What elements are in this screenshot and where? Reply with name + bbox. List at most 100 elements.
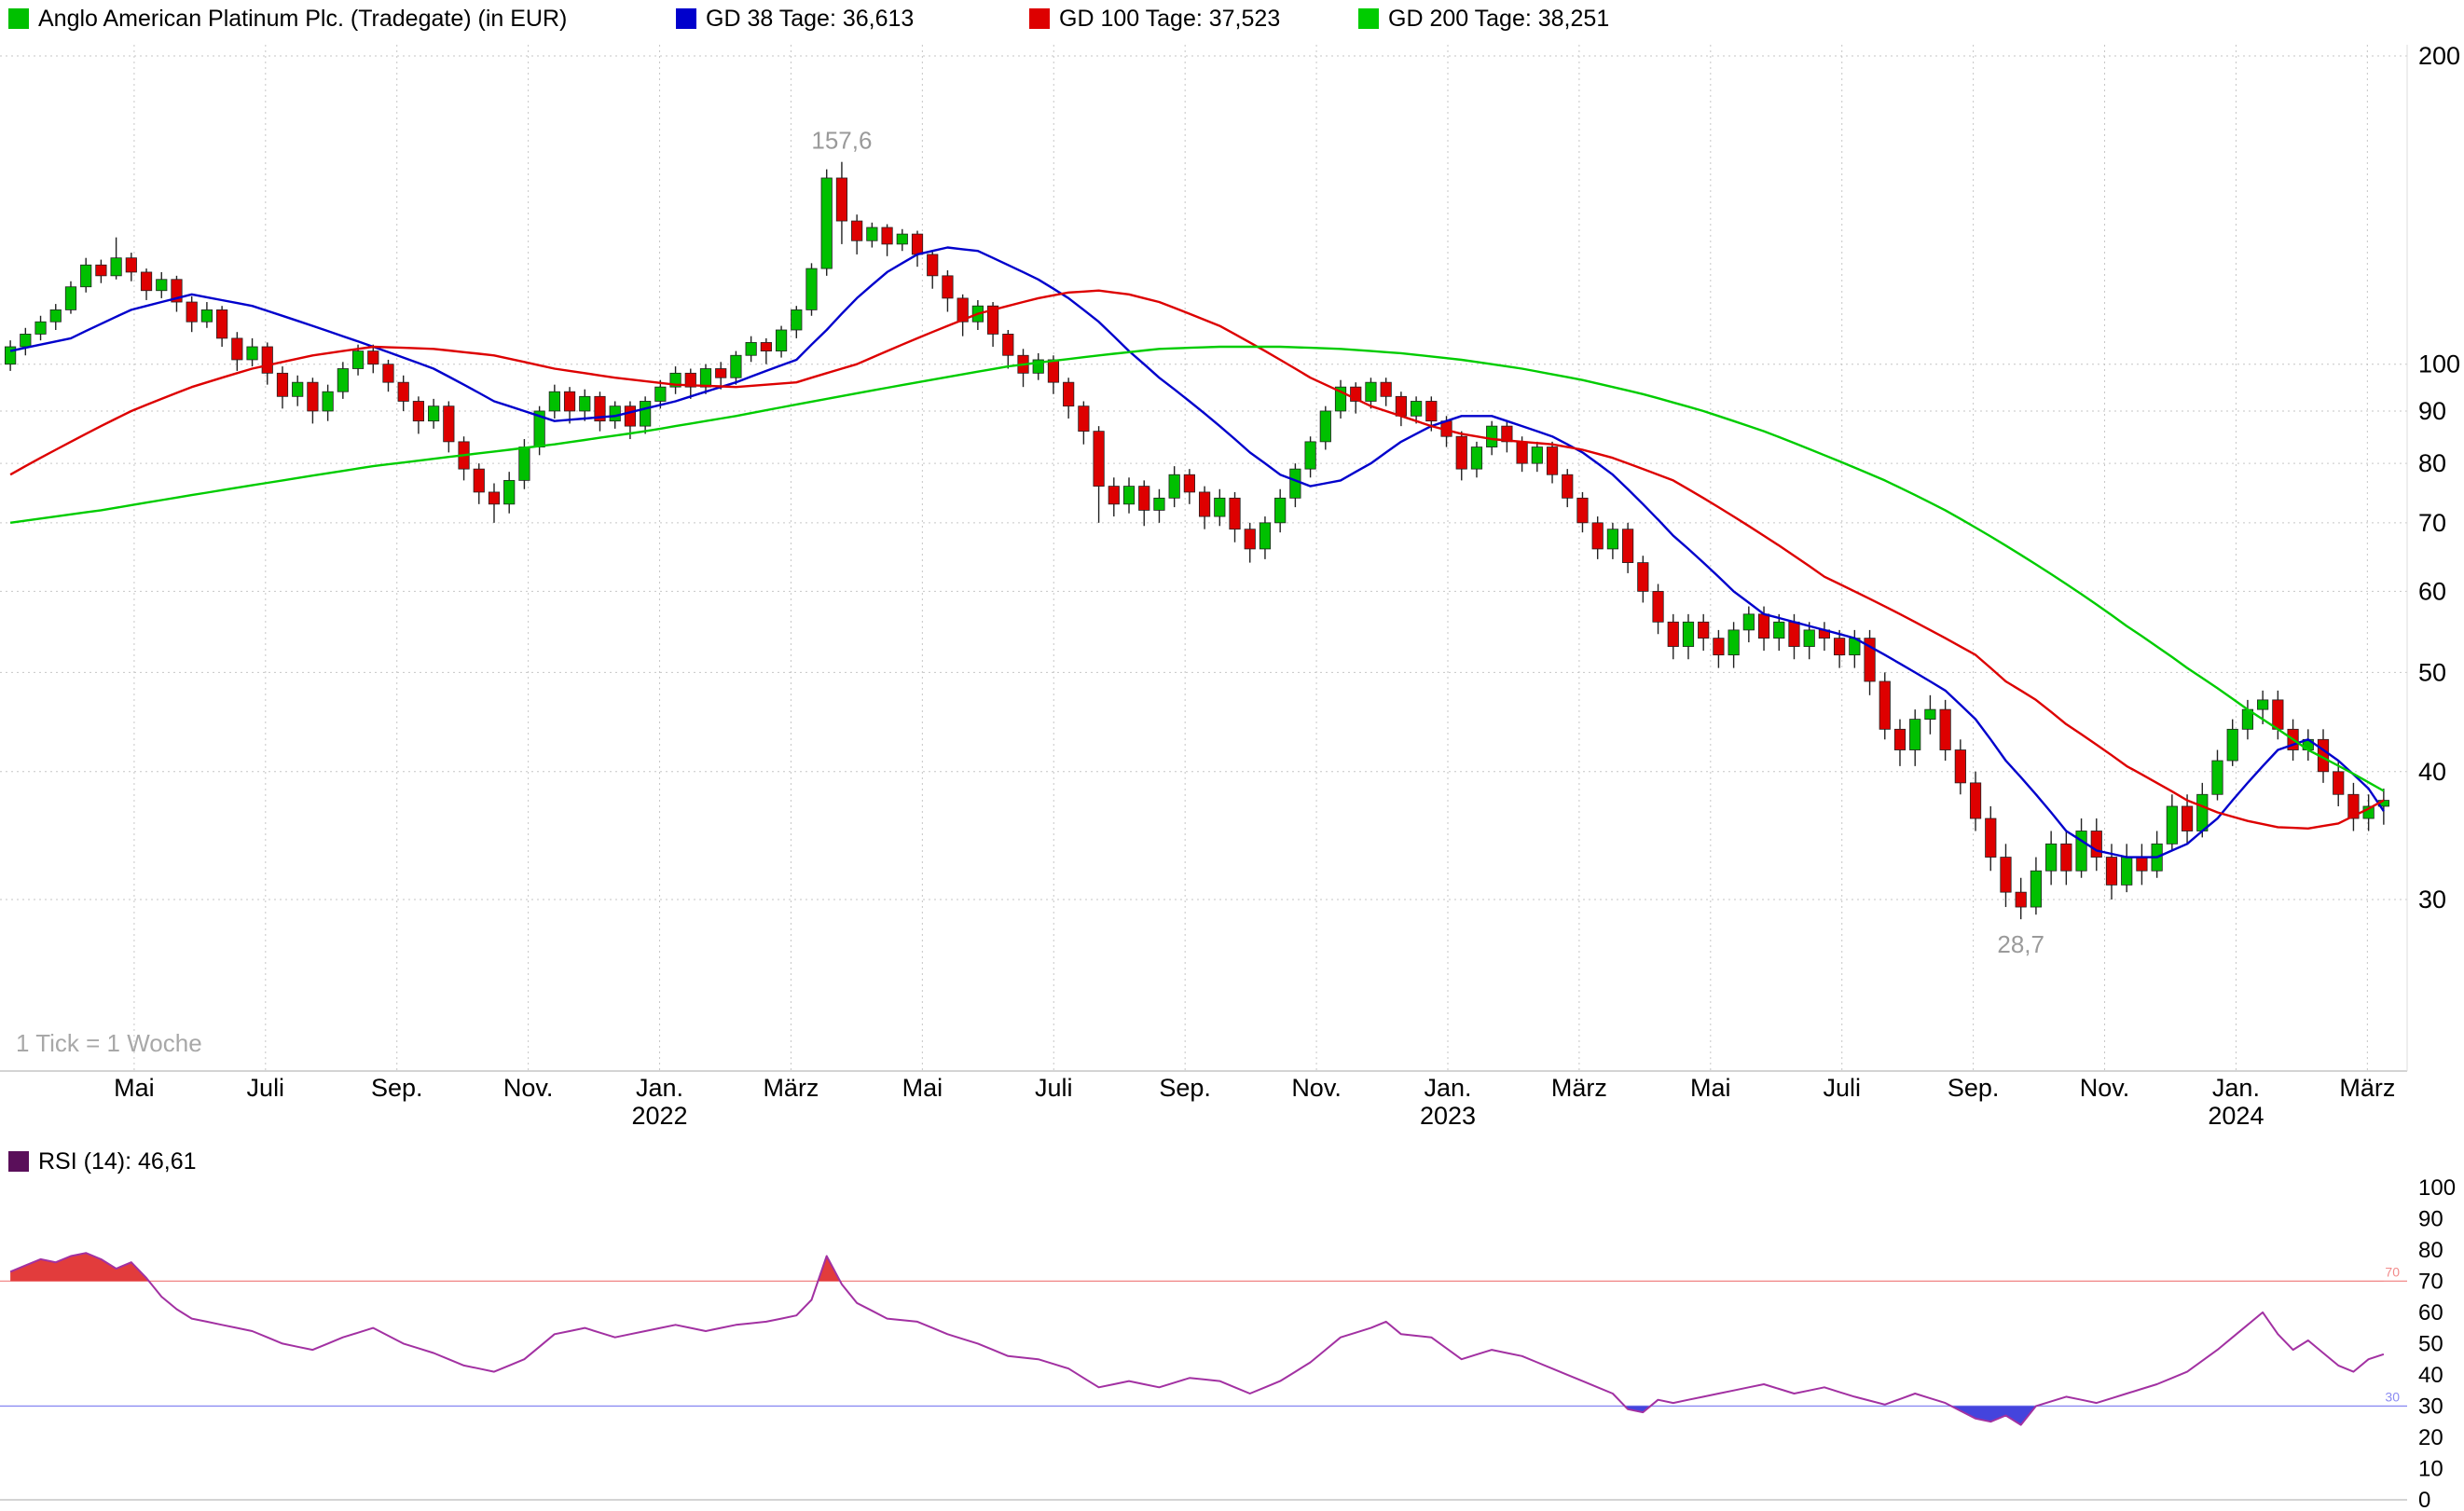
candle-down: [1834, 638, 1846, 656]
year-tick-label: 2024: [2208, 1102, 2264, 1130]
candle-down: [2136, 857, 2148, 872]
candle-down: [1652, 590, 1664, 623]
candle-down: [125, 257, 137, 273]
candle-up: [609, 405, 621, 422]
candle-down: [488, 491, 501, 505]
candle-down: [1002, 334, 1014, 356]
candle-down: [1893, 728, 1907, 750]
candle-up: [2196, 793, 2209, 831]
candle-down: [684, 372, 696, 388]
candle-down: [1562, 474, 1574, 499]
candle-down: [986, 305, 999, 335]
rsi-tick-label: 50: [2418, 1331, 2443, 1356]
candle-up: [1803, 629, 1815, 647]
price-tick-label: 70: [2418, 509, 2446, 537]
month-tick-label: Jan.: [1424, 1074, 1471, 1102]
candle-up: [1365, 381, 1377, 402]
candle-up: [1153, 497, 1165, 511]
candle-down: [231, 337, 243, 361]
year-tick-label: 2023: [1420, 1102, 1476, 1130]
candle-up: [64, 286, 77, 310]
candle-up: [699, 368, 712, 388]
candle-up: [640, 401, 652, 427]
candle-down: [307, 381, 319, 412]
candle-down: [881, 227, 893, 245]
candle-down: [1788, 621, 1800, 647]
candle-up: [745, 342, 757, 356]
candle-up: [1411, 401, 1423, 417]
month-tick-label: Nov.: [2080, 1074, 2130, 1102]
candle-up: [1742, 613, 1755, 631]
candle-down: [2333, 771, 2345, 795]
gd38-legend-label: GD 38 Tage: 36,613: [706, 5, 915, 32]
extreme-price-label: 28,7: [1997, 930, 2044, 958]
candle-down: [2015, 891, 2027, 908]
legend-item-gd38: GD 38 Tage: 36,613: [676, 5, 915, 32]
instrument-color-swatch: [8, 8, 29, 29]
candle-up: [2257, 699, 2269, 710]
candle-up: [1924, 708, 1936, 721]
candle-up: [20, 334, 32, 348]
month-tick-label: Sep.: [1948, 1074, 2000, 1102]
instrument-legend-label: Anglo American Platinum Plc. (Tradegate)…: [38, 5, 568, 32]
candle-down: [276, 372, 289, 397]
candle-up: [1214, 497, 1226, 517]
candle-down: [1350, 386, 1362, 402]
rsi-line: [9, 1252, 2385, 1426]
month-tick-label: Sep.: [1159, 1074, 1211, 1102]
candle-up: [1486, 425, 1498, 447]
candle-up: [156, 279, 168, 292]
candle-down: [186, 301, 198, 323]
candle-down: [927, 254, 939, 277]
candle-up: [2211, 760, 2223, 795]
candle-down: [1864, 638, 1876, 682]
candle-up: [775, 329, 788, 351]
candle-up: [1259, 522, 1272, 550]
candle-up: [246, 346, 258, 361]
candle-down: [1667, 621, 1679, 647]
candle-down: [563, 391, 576, 412]
candle-down: [443, 405, 455, 443]
candle-down: [1757, 613, 1770, 639]
price-tick-label: 90: [2418, 397, 2446, 425]
candle-down: [2181, 805, 2194, 831]
candle-up: [654, 386, 667, 402]
rsi-tick-label: 0: [2418, 1488, 2430, 1511]
candle-down: [2090, 831, 2102, 858]
rsi-tick-label: 40: [2418, 1363, 2443, 1388]
gd100-color-swatch: [1029, 8, 1050, 29]
rsi-legend-label: RSI (14): 46,61: [38, 1147, 197, 1174]
rsi-oversold-fill: [10, 1406, 2384, 1425]
candle-down: [1954, 749, 1966, 784]
ma-line-gd-200-tage: [9, 345, 2385, 792]
candle-up: [200, 309, 213, 323]
candle-down: [594, 395, 606, 422]
candle-down: [397, 381, 409, 402]
candle-down: [835, 177, 848, 222]
candle-down: [2000, 857, 2012, 893]
candle-down: [715, 368, 727, 378]
candle-up: [896, 233, 908, 245]
candle-down: [382, 364, 394, 383]
candle-up: [1122, 486, 1136, 505]
month-tick-label: Nov.: [1291, 1074, 1342, 1102]
price-tick-label: 50: [2418, 658, 2446, 686]
candle-down: [2105, 857, 2118, 886]
candle-down: [1713, 638, 1725, 656]
candle-up: [2045, 843, 2058, 872]
month-tick-label: Juli: [247, 1074, 285, 1102]
candle-down: [95, 264, 107, 277]
candle-up: [1682, 621, 1695, 647]
candle-up: [1909, 719, 1921, 750]
month-tick-label: März: [763, 1074, 819, 1102]
gd38-color-swatch: [676, 8, 696, 29]
candle-down: [1244, 529, 1256, 550]
candle-down: [1879, 680, 1891, 730]
rsi-oversold-label: 30: [2385, 1389, 2400, 1404]
candle-up: [1304, 441, 1316, 470]
legend-item-gd200: GD 200 Tage: 38,251: [1358, 6, 1609, 32]
candle-up: [1606, 529, 1618, 550]
price-tick-label: 40: [2418, 758, 2446, 786]
price-tick-label: 80: [2418, 449, 2446, 477]
candle-up: [351, 350, 365, 369]
